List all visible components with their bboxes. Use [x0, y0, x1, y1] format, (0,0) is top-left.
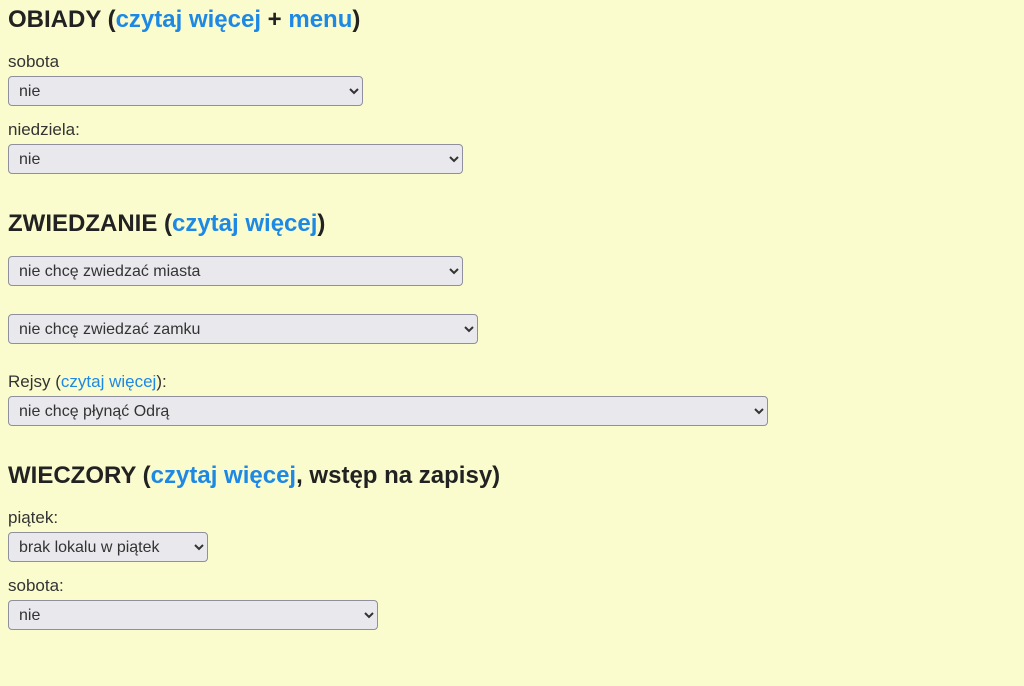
select-rejsy[interactable]: nie chcę płynąć Odrą: [8, 396, 768, 426]
link-czytaj-wiecej-obiady[interactable]: czytaj więcej: [116, 6, 261, 33]
label-wieczory-piatek: piątek:: [8, 508, 1016, 528]
select-wieczory-sobota[interactable]: nie: [8, 600, 378, 630]
link-czytaj-wiecej-zwiedzanie[interactable]: czytaj więcej: [172, 210, 317, 237]
field-wieczory-sobota: sobota: nie: [8, 576, 1016, 630]
field-obiady-sobota: sobota nie: [8, 52, 1016, 106]
section-wieczory: WIECZORY (czytaj więcej, wstęp na zapisy…: [8, 462, 1016, 630]
heading-text: ZWIEDZANIE (: [8, 210, 172, 237]
label-rejsy: Rejsy (czytaj więcej):: [8, 372, 1016, 392]
label-wieczory-sobota: sobota:: [8, 576, 1016, 596]
heading-suffix: ): [317, 210, 325, 237]
heading-zwiedzanie: ZWIEDZANIE (czytaj więcej): [8, 210, 1016, 238]
heading-text: OBIADY (: [8, 6, 116, 33]
label-obiady-sobota: sobota: [8, 52, 1016, 72]
link-czytaj-wiecej-wieczory[interactable]: czytaj więcej: [151, 462, 296, 489]
heading-obiady: OBIADY (czytaj więcej + menu): [8, 6, 1016, 34]
heading-plus: +: [261, 6, 288, 33]
select-obiady-sobota[interactable]: nie: [8, 76, 363, 106]
select-obiady-niedziela[interactable]: nie: [8, 144, 463, 174]
label-obiady-niedziela: niedziela:: [8, 120, 1016, 140]
field-zwiedzanie-miasto: nie chcę zwiedzać miasta: [8, 256, 1016, 286]
heading-mid: , wstęp na zapisy): [296, 462, 500, 489]
select-zwiedzanie-miasto[interactable]: nie chcę zwiedzać miasta: [8, 256, 463, 286]
section-zwiedzanie: ZWIEDZANIE (czytaj więcej) nie chcę zwie…: [8, 210, 1016, 426]
heading-wieczory: WIECZORY (czytaj więcej, wstęp na zapisy…: [8, 462, 1016, 490]
select-zwiedzanie-zamek[interactable]: nie chcę zwiedzać zamku: [8, 314, 478, 344]
link-czytaj-wiecej-rejsy[interactable]: czytaj więcej: [61, 372, 156, 391]
field-rejsy: Rejsy (czytaj więcej): nie chcę płynąć O…: [8, 372, 1016, 426]
field-obiady-niedziela: niedziela: nie: [8, 120, 1016, 174]
field-zwiedzanie-zamek: nie chcę zwiedzać zamku: [8, 314, 1016, 344]
link-menu[interactable]: menu: [288, 6, 352, 33]
heading-text: WIECZORY (: [8, 462, 151, 489]
rejsy-prefix: Rejsy (: [8, 372, 61, 391]
rejsy-suffix: ):: [156, 372, 166, 391]
select-wieczory-piatek[interactable]: brak lokalu w piątek: [8, 532, 208, 562]
field-wieczory-piatek: piątek: brak lokalu w piątek: [8, 508, 1016, 562]
section-obiady: OBIADY (czytaj więcej + menu) sobota nie…: [8, 6, 1016, 174]
heading-suffix: ): [352, 6, 360, 33]
